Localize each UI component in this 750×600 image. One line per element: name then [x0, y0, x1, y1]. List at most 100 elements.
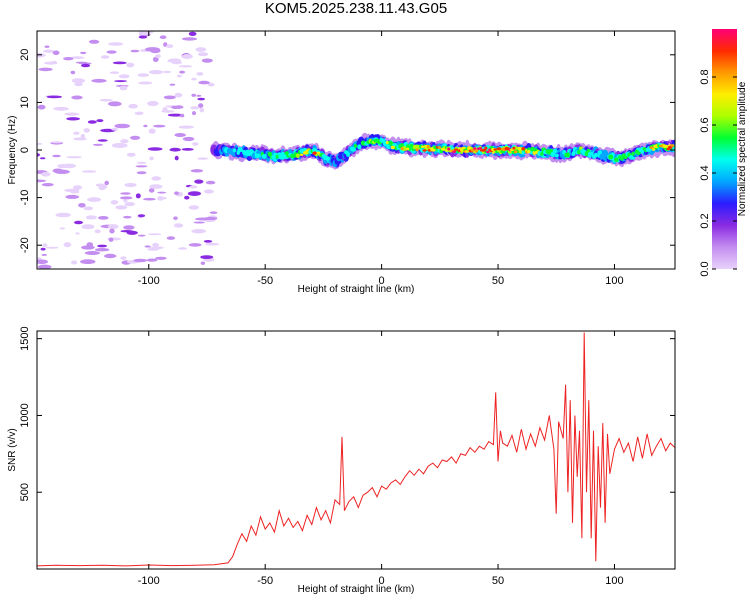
noise-blob [99, 98, 113, 102]
noise-blob [93, 143, 103, 146]
signal-cell [620, 156, 624, 161]
noise-blob [147, 100, 159, 107]
noise-blob [40, 157, 46, 160]
noise-blob [109, 228, 115, 234]
noise-blob [135, 193, 141, 199]
noise-blob [54, 169, 70, 174]
signal-cell [261, 153, 267, 159]
noise-blob [37, 179, 47, 183]
noise-blob [204, 189, 214, 194]
signal-cell [422, 149, 427, 152]
signal-cell [629, 155, 634, 160]
noise-blob [173, 216, 178, 220]
noise-blob [184, 195, 190, 200]
noise-blob [166, 236, 176, 240]
noise-blob [59, 227, 66, 230]
signal-cell [653, 144, 658, 148]
noise-blob [191, 229, 206, 234]
noise-blob [64, 112, 80, 116]
noise-blob [63, 242, 72, 248]
noise-blob [119, 85, 128, 91]
noise-blob [81, 224, 95, 230]
noise-blob [191, 93, 196, 97]
noise-blob [174, 191, 179, 195]
signal-cell [512, 146, 516, 150]
signal-cell [232, 148, 237, 153]
signal-cell [652, 148, 656, 151]
signal-cell [400, 147, 404, 151]
noise-blob [66, 156, 82, 159]
noise-blob [207, 82, 215, 87]
signal-cell [256, 153, 261, 158]
x-tick-label: -50 [257, 275, 273, 287]
noise-blob [87, 197, 102, 202]
y-tick-label: 10 [19, 96, 31, 108]
noise-blob [71, 78, 86, 84]
noise-blob [71, 260, 78, 265]
noise-blob [53, 106, 69, 111]
noise-blob [200, 261, 206, 265]
signal-cell [303, 151, 308, 155]
noise-blob [192, 142, 199, 146]
signal-cell [484, 146, 488, 150]
colorbar-tick-label: 0.4 [699, 165, 711, 180]
noise-blob [57, 164, 69, 169]
spectrogram-y-axis-label: Frequency (Hz) [7, 116, 18, 185]
noise-blob [100, 184, 108, 189]
signal-cell [385, 141, 389, 145]
noise-blob [107, 224, 119, 230]
snr-x-ticks: -100 -50 0 50 100 [138, 331, 624, 587]
noise-blob [72, 185, 83, 190]
noise-blob [188, 243, 202, 247]
signal-cell [473, 147, 477, 150]
noise-blob [96, 119, 104, 123]
y-tick-label: 0 [19, 147, 31, 153]
signal-cell [325, 156, 330, 162]
noise-blob [111, 143, 128, 148]
snr-frame [36, 330, 676, 570]
noise-blob [178, 125, 194, 129]
noise-blob [94, 229, 101, 234]
noise-blob [152, 242, 160, 247]
noise-blob [115, 205, 128, 210]
noise-blob [110, 200, 119, 205]
noise-blob [209, 211, 218, 214]
noise-blob [80, 259, 96, 265]
noise-blob [98, 216, 109, 220]
noise-blob [192, 111, 196, 116]
signal-cell [247, 151, 252, 157]
noise-blob [169, 83, 176, 86]
noise-blob [174, 155, 179, 161]
signal-cell [467, 146, 471, 150]
noise-blob [196, 94, 202, 97]
noise-blob [167, 113, 184, 117]
noise-blob [144, 245, 151, 248]
signal-cell [312, 151, 317, 155]
signal-cell [672, 146, 675, 152]
signal-trace [210, 132, 675, 170]
signal-cell [437, 146, 441, 150]
signal-cell [475, 149, 479, 153]
signal-cell [549, 149, 554, 153]
signal-cell [441, 147, 446, 151]
noise-blob [135, 165, 148, 168]
noise-blob [97, 139, 108, 142]
noise-blob [70, 56, 85, 59]
noise-blob [64, 188, 80, 193]
signal-cell [665, 144, 669, 148]
noise-blob [195, 217, 210, 221]
signal-cell [353, 143, 358, 148]
signal-cell [597, 150, 602, 155]
noise-blob [147, 147, 163, 151]
signal-cell [236, 150, 240, 155]
noise-blob [124, 182, 137, 188]
noise-blob [153, 124, 166, 128]
noise-blob [124, 202, 135, 207]
noise-blob [197, 52, 209, 57]
colorbar-label: Normalized spectral amplitude [737, 81, 748, 216]
noise-blob [43, 49, 54, 53]
noise-blob [193, 221, 206, 224]
snr-x-axis-label: Height of straight line (km) [298, 584, 415, 595]
noise-blob [73, 131, 80, 135]
